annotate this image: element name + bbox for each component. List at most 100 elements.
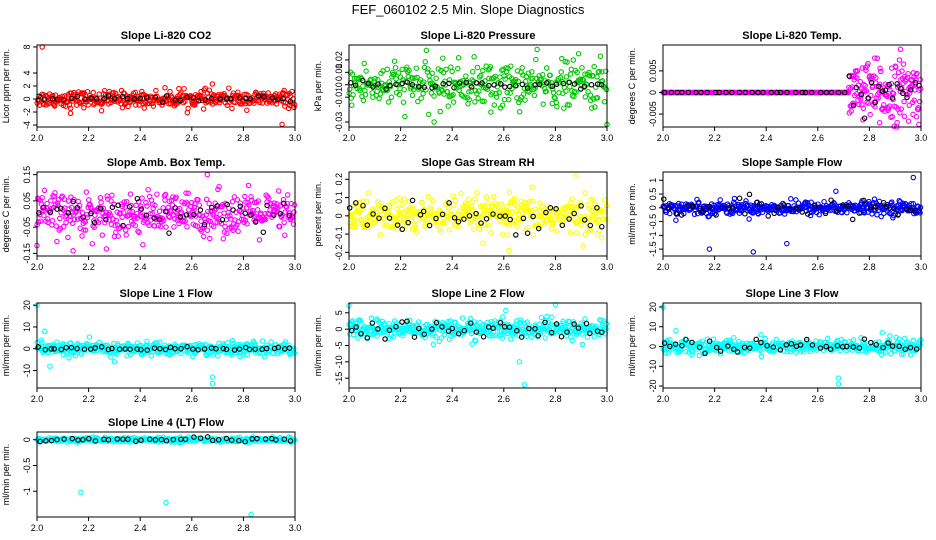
data-point	[758, 331, 764, 338]
data-point	[201, 224, 208, 230]
data-point	[673, 211, 680, 217]
data-point	[802, 89, 809, 96]
data-point	[163, 224, 169, 230]
panel-title: Slope Line 1 Flow	[120, 288, 213, 300]
x-tick-label: 2.6	[186, 133, 199, 143]
y-tick-label: -0.15	[22, 243, 32, 264]
data-point	[79, 233, 85, 239]
data-point	[74, 93, 80, 100]
data-point	[248, 212, 254, 218]
data-point	[125, 223, 132, 230]
outlier-point	[876, 119, 883, 126]
data-point	[227, 213, 233, 219]
data-point	[742, 89, 749, 96]
x-tick-label: 2.4	[760, 394, 773, 404]
data-point	[458, 190, 464, 197]
data-point	[256, 237, 263, 243]
data-point	[44, 216, 51, 222]
data-point	[544, 313, 550, 320]
y-tick-label: -4	[22, 121, 32, 129]
data-point	[254, 207, 261, 213]
data-point	[468, 84, 475, 90]
data-point	[86, 334, 93, 340]
data-point	[70, 198, 77, 205]
data-point	[446, 77, 453, 83]
data-point	[246, 202, 252, 208]
data-point	[224, 201, 230, 208]
x-tick-label: 2.8	[863, 262, 876, 272]
data-point	[409, 197, 416, 204]
panel-3: Slope Li-820 Temp.degrees C per min.2.0 2…	[627, 30, 927, 143]
data-point	[471, 226, 477, 233]
data-point	[356, 209, 362, 216]
data-point	[224, 230, 230, 237]
y-axis-label: ml/min per min.	[627, 183, 637, 245]
data-point	[456, 80, 463, 86]
data-point	[480, 334, 487, 340]
data-point	[594, 95, 601, 101]
outlier-point	[111, 359, 118, 365]
data-point	[463, 79, 470, 86]
data-point	[399, 319, 405, 325]
y-tick-label: 0.05	[22, 192, 32, 210]
data-point	[543, 65, 550, 71]
data-point	[445, 103, 451, 109]
y-tick-label: -15	[334, 372, 344, 385]
data-point	[866, 198, 872, 205]
data-point	[260, 229, 267, 235]
data-point	[513, 232, 519, 238]
data-point	[587, 228, 594, 234]
data-point	[352, 223, 359, 230]
data-point	[878, 68, 884, 75]
data-point	[504, 232, 511, 238]
y-tick-label: -10	[648, 360, 658, 373]
data-point	[788, 196, 794, 202]
y-tick-label: 0.5	[648, 188, 658, 201]
x-tick-label: 2.8	[237, 523, 250, 533]
data-point	[440, 81, 446, 87]
data-point	[442, 220, 448, 226]
data-point	[755, 89, 761, 96]
data-point	[597, 53, 604, 60]
x-tick-label: 2.8	[237, 262, 250, 272]
data-point	[698, 89, 704, 96]
outlier-point	[209, 380, 216, 387]
data-point	[483, 216, 490, 222]
data-point	[191, 204, 198, 211]
data-point	[746, 216, 752, 222]
data-point	[799, 89, 805, 96]
data-point	[910, 337, 917, 344]
data-point	[146, 222, 152, 229]
data-point	[277, 223, 283, 230]
data-point	[370, 211, 376, 217]
data-point	[47, 100, 53, 106]
data-point	[898, 106, 904, 112]
data-point	[237, 95, 243, 101]
data-point	[725, 205, 732, 211]
data-point	[601, 208, 607, 215]
data-points	[660, 174, 924, 255]
data-point	[222, 223, 228, 230]
y-tick-label: -0.01	[334, 87, 344, 108]
data-point	[102, 213, 109, 219]
data-point	[531, 92, 538, 99]
data-point	[731, 195, 738, 202]
data-point	[489, 90, 496, 96]
data-point	[47, 209, 54, 215]
data-points	[34, 44, 298, 128]
data-point	[762, 335, 768, 342]
plot-frame	[662, 171, 922, 257]
data-point	[506, 189, 513, 195]
data-point	[167, 88, 173, 95]
data-point	[135, 199, 142, 205]
data-point	[497, 213, 503, 219]
data-point	[479, 98, 486, 105]
outlier-point	[506, 247, 512, 254]
data-point	[427, 77, 433, 84]
data-point	[713, 212, 719, 218]
data-point	[892, 73, 898, 79]
data-point	[893, 64, 899, 71]
data-point	[876, 83, 882, 90]
data-point	[412, 75, 418, 81]
data-point	[758, 201, 765, 207]
